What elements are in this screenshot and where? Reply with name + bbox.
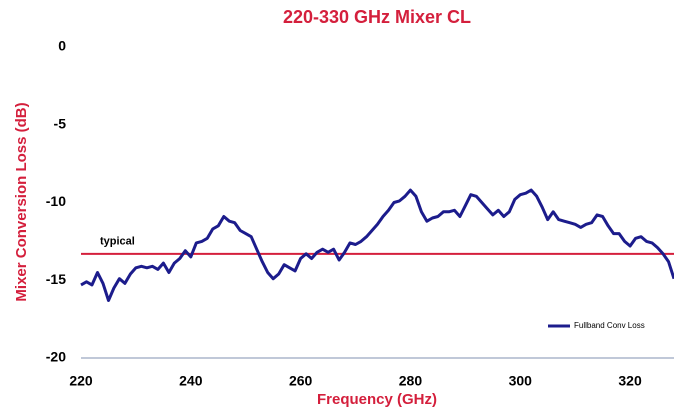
x-tick-label: 220 (69, 373, 93, 389)
x-tick-label: 240 (179, 373, 203, 389)
x-tick-label: 260 (289, 373, 313, 389)
y-tick-label: -15 (46, 271, 66, 287)
x-tick-label: 320 (618, 373, 642, 389)
legend-label: Fullband Conv Loss (574, 321, 645, 330)
x-axis-label: Frequency (GHz) (317, 391, 437, 408)
y-tick-label: -10 (46, 193, 66, 209)
x-tick-label: 300 (509, 373, 533, 389)
y-tick-label: 0 (58, 38, 66, 54)
data-line (80, 188, 674, 302)
chart-title: 220-330 GHz Mixer CL (283, 7, 471, 27)
y-tick-label: -20 (46, 349, 66, 365)
x-tick-label: 280 (399, 373, 423, 389)
y-axis-label: Mixer Conversion Loss (dB) (13, 102, 30, 301)
annotation: typical (100, 236, 135, 248)
y-tick-label: -5 (54, 115, 67, 131)
